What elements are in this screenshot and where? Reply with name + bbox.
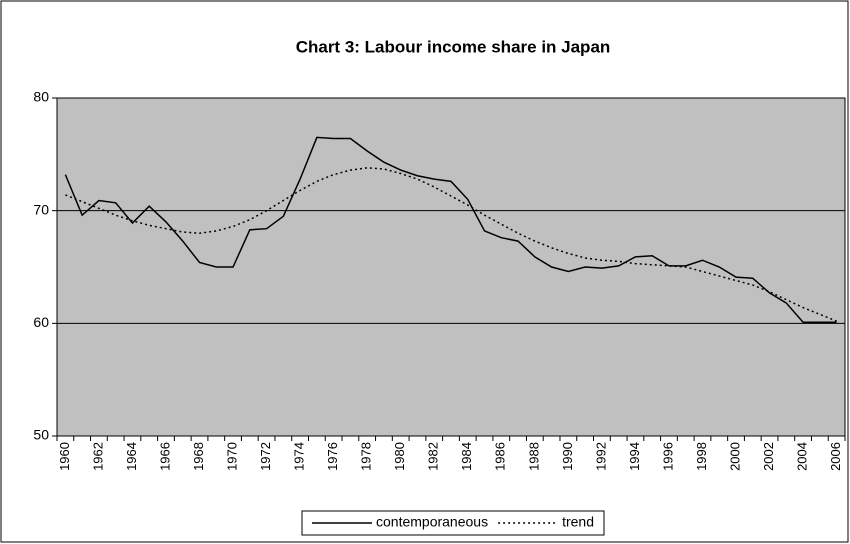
x-tick-label: 2002 xyxy=(761,442,776,471)
x-tick-label: 1976 xyxy=(325,442,340,471)
x-tick-label: 1996 xyxy=(660,442,675,471)
x-tick-label: 1992 xyxy=(593,442,608,471)
legend-label: contemporaneous xyxy=(376,514,488,530)
x-tick-label: 1960 xyxy=(57,442,72,471)
y-tick-label: 50 xyxy=(33,427,49,443)
series-line xyxy=(64,136,837,323)
x-tick-label: 1998 xyxy=(694,442,709,471)
x-tick-label: 1986 xyxy=(493,442,508,471)
x-tick-label: 1978 xyxy=(359,442,374,471)
y-tick-label: 60 xyxy=(33,314,49,330)
chart-title: Chart 3: Labour income share in Japan xyxy=(296,37,611,56)
x-tick-label: 1968 xyxy=(191,442,206,471)
x-tick-label: 1972 xyxy=(258,442,273,471)
x-tick-label: 1970 xyxy=(224,442,239,471)
legend-label: trend xyxy=(562,514,594,530)
y-tick-label: 70 xyxy=(33,201,49,217)
x-tick-label: 1964 xyxy=(124,442,139,471)
x-tick-label: 1980 xyxy=(392,442,407,471)
x-tick-label: 1982 xyxy=(426,442,441,471)
x-tick-label: 2006 xyxy=(828,442,843,471)
x-tick-label: 1984 xyxy=(459,442,474,471)
x-tick-label: 1990 xyxy=(560,442,575,471)
y-tick-label: 80 xyxy=(33,89,49,105)
x-tick-label: 2000 xyxy=(727,442,742,471)
x-tick-label: 1988 xyxy=(526,442,541,471)
x-tick-label: 1974 xyxy=(292,442,307,471)
series-line xyxy=(65,167,837,322)
x-tick-label: 1994 xyxy=(627,442,642,471)
x-tick-label: 1962 xyxy=(90,442,105,471)
x-tick-label: 1966 xyxy=(157,442,172,471)
plot-area xyxy=(56,97,846,437)
x-tick-label: 2004 xyxy=(795,442,810,471)
